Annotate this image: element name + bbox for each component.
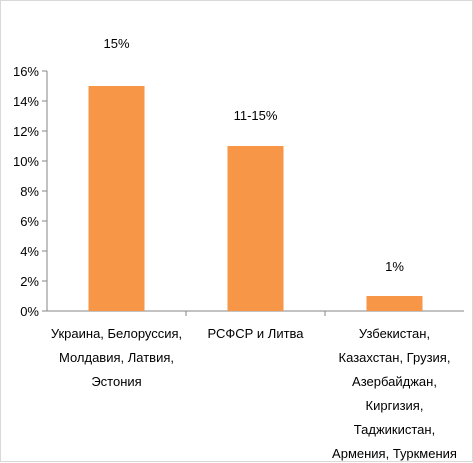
data-labels: 15% 11-15% 1%	[103, 36, 404, 274]
category-label-line: Казахстан, Грузия,	[339, 350, 451, 365]
y-tick-labels: 0% 2% 4% 6% 8% 10% 12% 14% 16%	[13, 64, 39, 319]
category-label: Украина, Белоруссия, Молдавия, Латвия, Эст…	[51, 326, 182, 389]
y-tick-label: 14%	[13, 94, 39, 109]
y-tick-label: 8%	[20, 184, 39, 199]
y-tick-label: 16%	[13, 64, 39, 79]
category-label-line: РСФСР и Литва	[207, 326, 304, 341]
y-tick-label: 0%	[20, 304, 39, 319]
category-label-line: Узбекистан,	[359, 326, 430, 341]
category-label-line: Украина, Белоруссия,	[51, 326, 182, 341]
bars	[88, 86, 423, 311]
category-label-line: Таджикистан,	[354, 422, 435, 437]
category-label: РСФСР и Литва	[207, 326, 304, 341]
data-label: 15%	[103, 36, 129, 51]
y-tick-label: 12%	[13, 124, 39, 139]
category-label-line: Азербайджан,	[352, 374, 437, 389]
category-labels: Украина, Белоруссия, Молдавия, Латвия, Эст…	[51, 326, 457, 461]
category-label-line: Киргизия,	[366, 398, 424, 413]
bar	[227, 146, 284, 311]
category-label-line: Молдавия, Латвия,	[59, 350, 174, 365]
bar	[366, 296, 423, 311]
bar	[88, 86, 145, 311]
y-tick-label: 10%	[13, 154, 39, 169]
y-tick-label: 2%	[20, 274, 39, 289]
category-label: Узбекистан, Казахстан, Грузия, Азербайджан…	[332, 326, 457, 461]
category-label-line: Эстония	[91, 374, 141, 389]
y-tick-label: 4%	[20, 244, 39, 259]
category-label-line: Армения, Туркмения	[332, 446, 457, 461]
data-label: 1%	[385, 259, 404, 274]
data-label: 11-15%	[234, 108, 278, 123]
y-tick-label: 6%	[20, 214, 39, 229]
